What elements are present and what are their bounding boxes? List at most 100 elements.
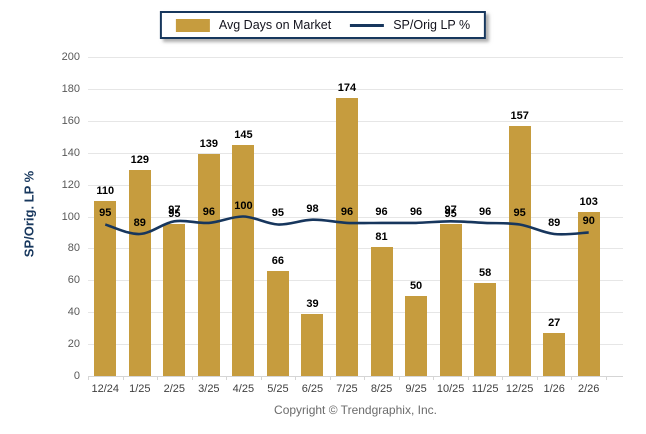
x-axis-tick bbox=[329, 376, 331, 380]
bar bbox=[128, 170, 151, 376]
x-axis-tick bbox=[606, 376, 607, 380]
x-axis-label: 12/24 bbox=[91, 383, 120, 395]
bar-value-label: 174 bbox=[337, 82, 357, 95]
x-axis-label: 4/25 bbox=[232, 383, 255, 395]
y-tick-label: 40 bbox=[67, 306, 80, 319]
x-axis-label: 1/26 bbox=[543, 383, 565, 395]
y-tick-label: 0 bbox=[73, 370, 80, 382]
x-axis-label: 10/25 bbox=[436, 383, 465, 395]
x-axis-tick bbox=[398, 376, 400, 380]
bar-value-label: 103 bbox=[579, 195, 598, 208]
y-tick-label: 20 bbox=[67, 338, 80, 351]
line-value-label: 97 bbox=[444, 204, 457, 217]
x-axis-label: 2/25 bbox=[163, 383, 186, 395]
line-value-label: 98 bbox=[306, 202, 319, 215]
bar bbox=[508, 125, 531, 376]
line-value-label: 97 bbox=[168, 204, 181, 217]
bar bbox=[370, 246, 393, 376]
bar-value-label: 58 bbox=[479, 267, 492, 280]
line-value-label: 100 bbox=[234, 199, 253, 212]
y-tick-label: 180 bbox=[61, 82, 80, 95]
line-value-label: 95 bbox=[99, 207, 112, 220]
bar bbox=[405, 296, 428, 376]
y-tick-label: 80 bbox=[67, 242, 80, 255]
bar bbox=[197, 154, 220, 376]
y-axis-title: SP/Orig. LP % bbox=[21, 170, 37, 258]
bar bbox=[474, 283, 497, 376]
copyright-text: Copyright © Trendgraphix, Inc. bbox=[274, 403, 437, 417]
x-axis-tick bbox=[88, 376, 89, 380]
bar-series-swatch bbox=[175, 18, 210, 32]
x-axis-tick bbox=[295, 376, 297, 380]
y-tick-label: 140 bbox=[61, 146, 80, 159]
bar bbox=[232, 144, 255, 376]
x-axis-tick bbox=[467, 376, 469, 380]
bar-value-label: 39 bbox=[306, 297, 319, 310]
line-value-label: 96 bbox=[409, 205, 423, 218]
y-tick-label: 60 bbox=[67, 274, 80, 287]
x-axis-label: 7/25 bbox=[336, 383, 358, 395]
gridline bbox=[88, 57, 623, 58]
x-axis-tick bbox=[260, 376, 262, 380]
bar-value-label: 157 bbox=[510, 109, 529, 122]
bar-value-label: 145 bbox=[234, 128, 253, 141]
bar bbox=[336, 98, 358, 376]
x-axis-label: 9/25 bbox=[405, 383, 427, 395]
x-axis-tick bbox=[571, 376, 573, 380]
line-value-label: 96 bbox=[202, 205, 215, 218]
line-value-label: 95 bbox=[271, 207, 285, 220]
y-tick-label: 200 bbox=[61, 51, 80, 63]
trend-line bbox=[104, 215, 589, 236]
x-axis-tick bbox=[502, 376, 504, 380]
x-axis-label: 6/25 bbox=[301, 383, 324, 395]
x-axis-label: 5/25 bbox=[267, 383, 289, 395]
x-axis-tick bbox=[191, 376, 193, 380]
legend-line-label: SP/Orig LP % bbox=[393, 18, 471, 32]
bar bbox=[163, 224, 186, 376]
y-tick-label: 120 bbox=[61, 178, 80, 191]
bar-value-label: 110 bbox=[96, 184, 115, 197]
bar-value-label: 95 bbox=[444, 208, 457, 221]
x-axis-tick bbox=[536, 376, 538, 380]
bar bbox=[301, 313, 324, 376]
line-value-label: 95 bbox=[513, 207, 526, 220]
y-tick-label: 160 bbox=[61, 114, 80, 127]
gridline bbox=[88, 88, 623, 90]
x-axis-label: 2/26 bbox=[578, 383, 600, 395]
x-axis-label: 1/25 bbox=[129, 383, 151, 395]
x-axis-label: 8/25 bbox=[370, 383, 393, 395]
x-axis-label: 3/25 bbox=[198, 383, 220, 395]
bar bbox=[543, 332, 566, 376]
bar-value-label: 50 bbox=[409, 280, 423, 293]
bar bbox=[94, 200, 117, 376]
bar-value-label: 27 bbox=[548, 316, 561, 329]
trend-line-svg bbox=[104, 215, 589, 236]
x-axis-tick bbox=[122, 376, 124, 380]
line-value-label: 90 bbox=[582, 215, 595, 228]
bar-value-label: 139 bbox=[199, 138, 219, 151]
bar-value-label: 66 bbox=[271, 254, 285, 267]
x-axis-tick bbox=[157, 376, 159, 380]
line-value-label: 96 bbox=[479, 205, 492, 218]
bar-value-label: 129 bbox=[130, 154, 149, 167]
x-axis-tick bbox=[433, 376, 435, 380]
bar bbox=[439, 224, 462, 376]
x-axis-tick bbox=[364, 376, 366, 380]
line-value-label: 96 bbox=[375, 205, 388, 218]
x-axis-tick bbox=[226, 376, 228, 380]
line-value-label: 96 bbox=[340, 205, 354, 218]
legend-bar-label: Avg Days on Market bbox=[218, 18, 332, 32]
line-series-swatch bbox=[350, 23, 385, 27]
bar-value-label: 95 bbox=[168, 208, 181, 221]
legend: Avg Days on Market SP/Orig LP % bbox=[159, 11, 487, 39]
bar-value-label: 81 bbox=[375, 230, 388, 243]
bar bbox=[266, 270, 289, 376]
line-value-label: 89 bbox=[133, 217, 146, 230]
line-value-label: 89 bbox=[548, 217, 561, 230]
gridline bbox=[88, 376, 623, 377]
x-axis-label: 11/25 bbox=[471, 383, 499, 395]
x-axis-label: 12/25 bbox=[505, 383, 534, 395]
y-tick-label: 100 bbox=[61, 210, 80, 223]
bar bbox=[577, 211, 600, 376]
